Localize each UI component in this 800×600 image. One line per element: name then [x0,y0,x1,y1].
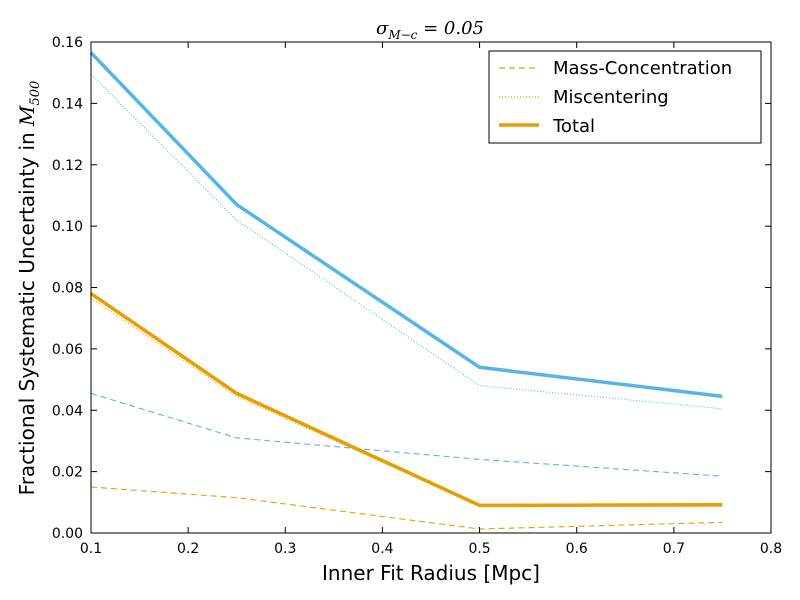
series-line-orange-solid [90,292,723,508]
chart-title-subscript: M−c [387,28,417,42]
y-axis-label-text: Fractional Systematic Uncertainty in [15,126,39,495]
series-line-blue-dashed [90,392,723,477]
series-line-orange-dashed [90,486,723,530]
y-tick-label: 0.16 [52,35,83,51]
y-tick-label: 0.14 [52,96,83,112]
chart-title: σM−c = 0.05 [376,18,484,42]
x-tick-label: 0.7 [663,541,685,557]
y-tick-label: 0.02 [52,465,83,481]
legend-label-miscentering: Miscentering [553,87,669,108]
x-tick-label: 0.3 [274,541,296,557]
x-tick-label: 0.1 [80,541,102,557]
y-tick-label: 0.12 [52,158,83,174]
plot-area [89,51,723,530]
y-axis-label: Fractional Systematic Uncertainty in M50… [15,81,43,496]
axis-ticks: 0.1 0.2 0.3 0.4 0.5 0.6 0.7 0.8 0.00 0.02 0.04 0.06… [52,35,782,557]
y-tick-label: 0.10 [52,219,83,235]
chart-title-symbol: σ [376,18,389,39]
y-tick-label: 0.00 [52,526,83,542]
x-axis-label: Inner Fit Radius [Mpc] [322,561,540,585]
chart-title-value: = 0.05 [417,18,484,39]
y-tick-label: 0.04 [52,403,83,419]
y-axis-label-variable: M [15,105,39,127]
x-tick-label: 0.2 [177,541,199,557]
y-tick-label: 0.06 [52,342,83,358]
legend: Mass-Concentration Miscentering Total [488,50,762,144]
x-tick-label: 0.6 [566,541,588,557]
x-tick-label: 0.8 [760,541,782,557]
x-tick-label: 0.4 [371,541,393,557]
legend-label-mass-concentration: Mass-Concentration [553,58,732,79]
y-axis-label-subscript: 500 [28,81,43,106]
legend-label-total: Total [552,116,595,137]
y-tick-label: 0.08 [52,281,83,297]
legend-box [488,50,762,144]
series-line-orange-dotted [90,297,723,507]
series-line-blue-solid [89,51,723,399]
x-tick-label: 0.5 [468,541,490,557]
